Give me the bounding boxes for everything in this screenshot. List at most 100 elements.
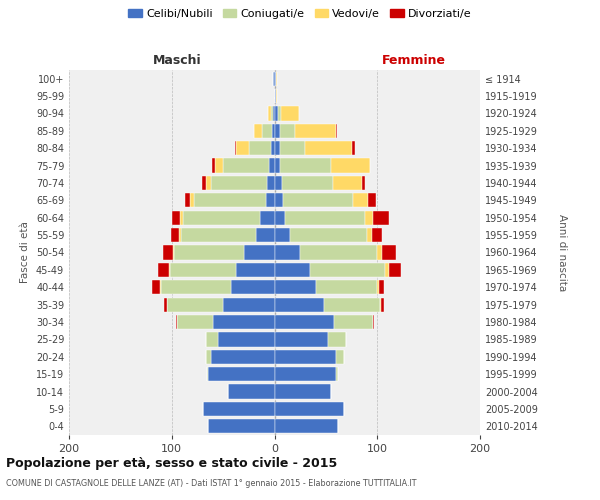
Bar — [336, 350, 344, 364]
Bar — [275, 72, 277, 86]
Bar — [190, 193, 194, 208]
Bar — [223, 158, 269, 172]
Bar — [290, 228, 367, 242]
Bar — [305, 141, 352, 156]
Bar — [208, 367, 275, 382]
Text: Popolazione per età, sesso e stato civile - 2015: Popolazione per età, sesso e stato civil… — [6, 458, 337, 470]
Bar — [268, 106, 271, 120]
Bar — [275, 124, 280, 138]
Bar — [235, 141, 236, 156]
Bar — [177, 315, 213, 329]
Bar — [212, 158, 215, 172]
Bar — [274, 106, 275, 120]
Bar — [203, 402, 275, 416]
Bar — [268, 176, 275, 190]
Bar — [213, 315, 275, 329]
Bar — [236, 263, 275, 277]
Bar — [275, 246, 300, 260]
Bar — [164, 298, 167, 312]
Bar — [173, 246, 174, 260]
Bar — [295, 124, 336, 138]
Bar — [336, 367, 338, 382]
Bar — [158, 263, 169, 277]
Bar — [163, 246, 173, 260]
Bar — [275, 210, 285, 225]
Bar — [232, 280, 275, 294]
Bar — [211, 176, 268, 190]
Bar — [367, 228, 372, 242]
Bar — [382, 246, 396, 260]
Bar — [211, 350, 275, 364]
Bar — [283, 193, 353, 208]
Bar — [280, 158, 331, 172]
Bar — [180, 210, 183, 225]
Bar — [244, 246, 275, 260]
Bar — [275, 228, 290, 242]
Bar — [365, 210, 373, 225]
Bar — [206, 176, 211, 190]
Bar — [179, 228, 181, 242]
Bar — [353, 193, 368, 208]
Bar — [382, 298, 385, 312]
Bar — [379, 280, 385, 294]
Bar — [275, 402, 344, 416]
Bar — [169, 263, 170, 277]
Bar — [280, 141, 305, 156]
Text: Femmine: Femmine — [382, 54, 446, 68]
Bar — [280, 124, 295, 138]
Bar — [275, 332, 328, 346]
Bar — [275, 419, 338, 434]
Bar — [275, 315, 334, 329]
Bar — [236, 141, 249, 156]
Bar — [194, 193, 266, 208]
Bar — [368, 193, 376, 208]
Bar — [278, 106, 281, 120]
Bar — [269, 158, 275, 172]
Bar — [275, 298, 324, 312]
Bar — [389, 263, 401, 277]
Bar — [176, 315, 177, 329]
Bar — [328, 332, 346, 346]
Bar — [170, 263, 236, 277]
Bar — [167, 298, 223, 312]
Bar — [362, 176, 365, 190]
Bar — [275, 106, 278, 120]
Bar — [373, 315, 374, 329]
Bar — [281, 106, 299, 120]
Bar — [373, 210, 389, 225]
Bar — [172, 210, 180, 225]
Bar — [174, 246, 244, 260]
Bar — [274, 72, 275, 86]
Bar — [260, 210, 275, 225]
Bar — [275, 158, 280, 172]
Bar — [385, 263, 389, 277]
Bar — [208, 419, 275, 434]
Bar — [228, 384, 275, 398]
Bar — [377, 280, 379, 294]
Bar — [275, 141, 280, 156]
Bar — [160, 280, 161, 294]
Bar — [310, 263, 385, 277]
Bar — [206, 367, 208, 382]
Bar — [275, 350, 336, 364]
Bar — [266, 193, 275, 208]
Bar — [372, 228, 382, 242]
Bar — [271, 106, 274, 120]
Bar — [275, 193, 283, 208]
Bar — [275, 176, 281, 190]
Bar — [249, 141, 271, 156]
Bar — [333, 176, 362, 190]
Bar — [272, 124, 275, 138]
Bar — [316, 280, 377, 294]
Bar — [254, 124, 262, 138]
Bar — [324, 298, 380, 312]
Bar — [152, 280, 160, 294]
Bar — [352, 141, 355, 156]
Bar — [171, 228, 179, 242]
Bar — [377, 246, 382, 260]
Bar — [206, 332, 218, 346]
Bar — [181, 228, 256, 242]
Bar — [281, 176, 333, 190]
Bar — [285, 210, 365, 225]
Bar — [334, 315, 373, 329]
